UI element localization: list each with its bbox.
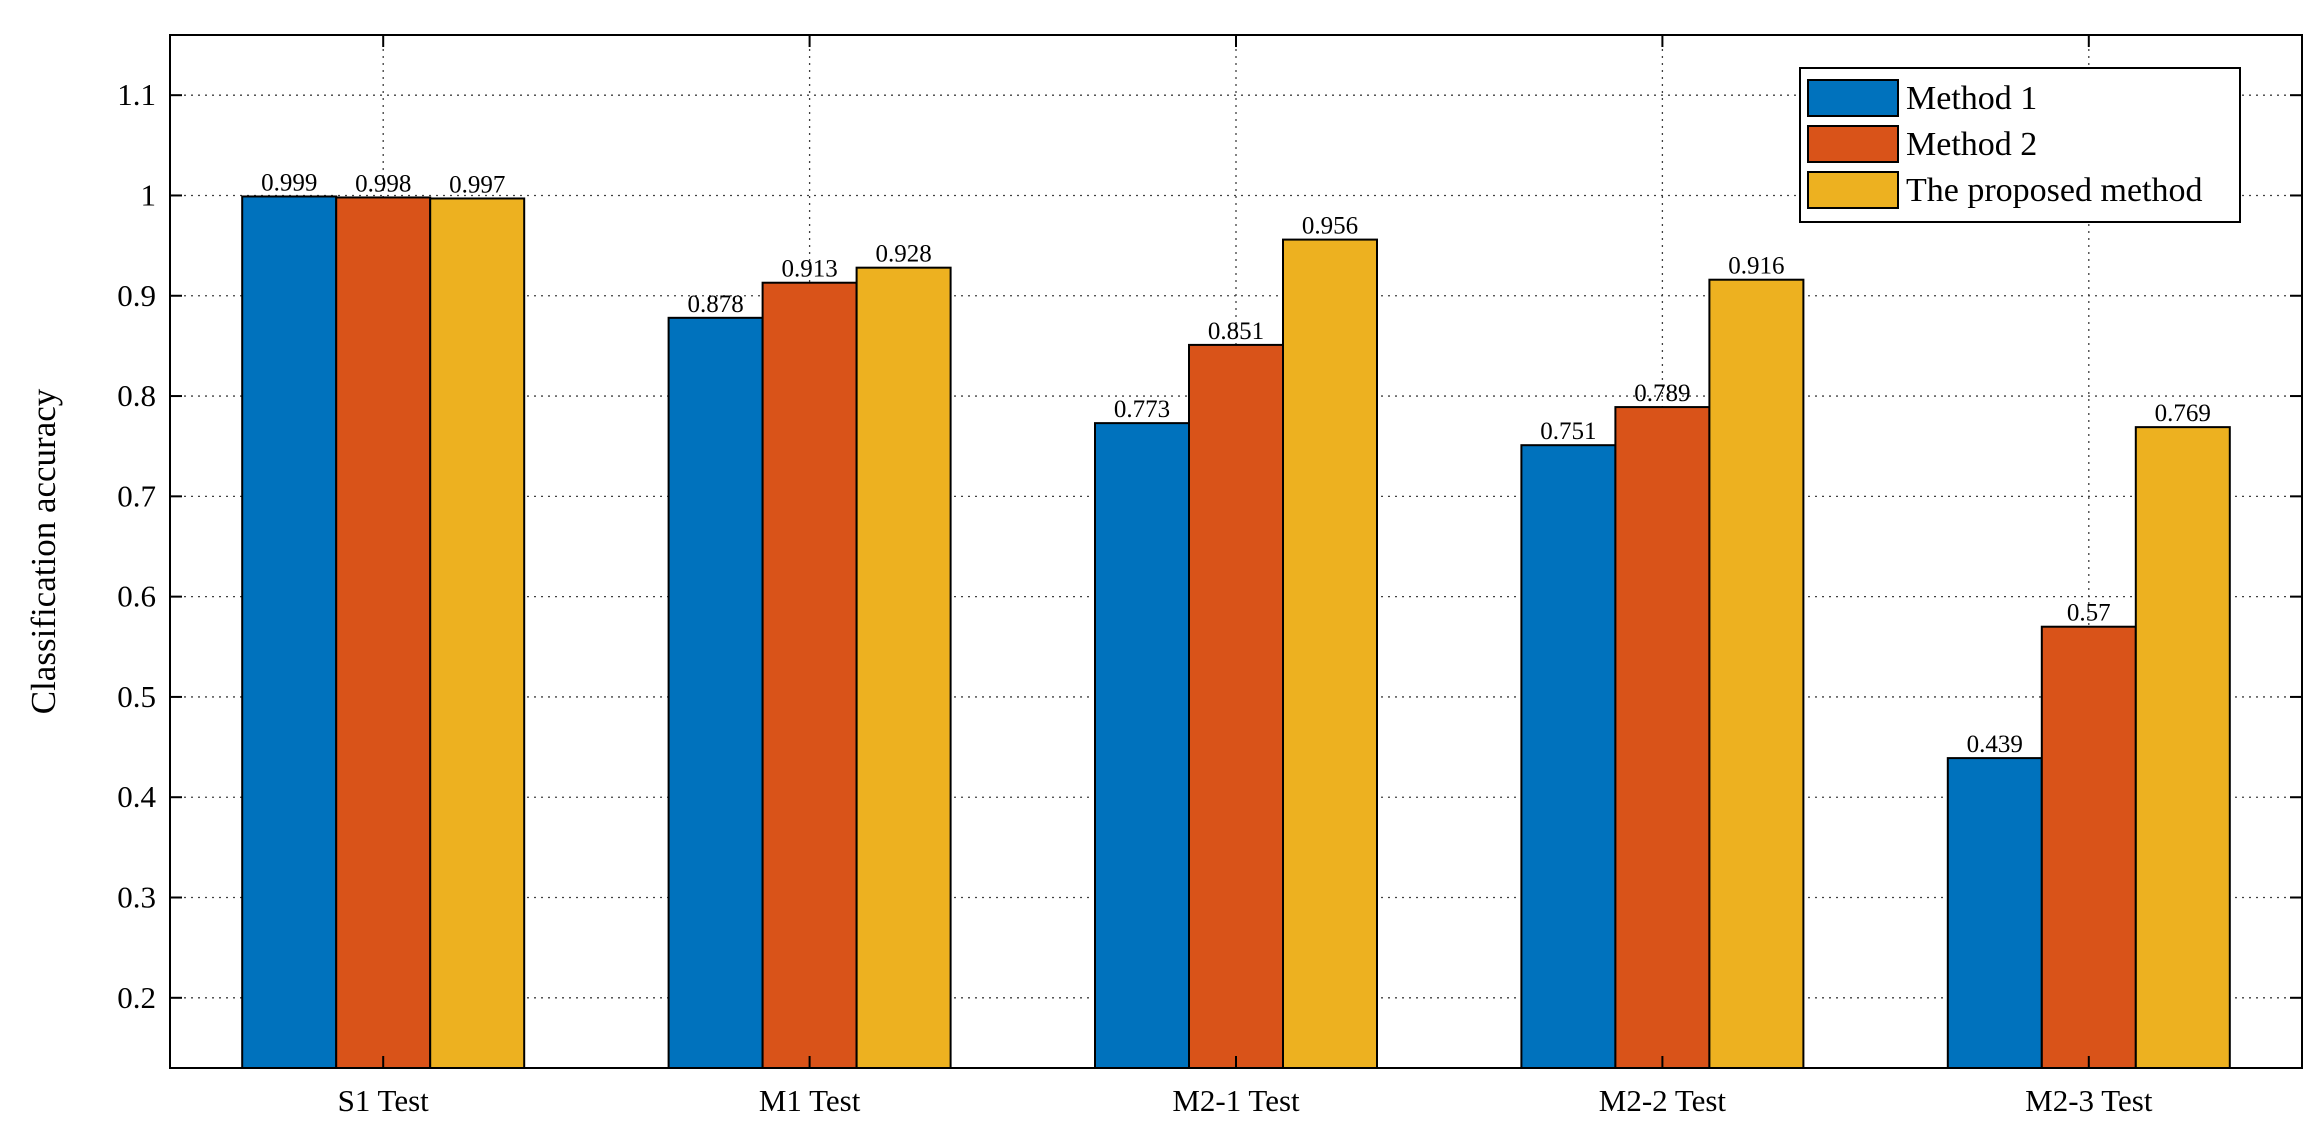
legend-entry: The proposed method [1906,172,2203,209]
bar-method-2-m2-1-test [1188,343,1284,1069]
bar-method-1-m2-1-test [1094,422,1190,1069]
y-tick-label: 0.3 [117,880,156,915]
x-tick-label: M2-3 Test [2025,1083,2153,1118]
bar-method-1-s1-test [241,195,338,1069]
data-label: 0.439 [1967,731,2023,758]
legend-swatch [1807,79,1899,117]
data-label: 0.999 [261,169,317,196]
x-tick-label: M2-1 Test [1172,1083,1300,1118]
data-labels: 0.999 0.878 0.773 0.751 0.439 0.998 0.913 0.851… [261,169,2211,758]
y-tick-label: 1 [141,177,157,212]
bar-method-2-m2-2-test [1614,406,1711,1070]
y-tick-label: 0.6 [117,579,156,614]
bar-the-proposed-method-m2-3-test [2134,426,2231,1069]
bar-the-proposed-method-s1-test [429,197,526,1070]
data-label: 0.751 [1540,418,1596,445]
y-tick-label: 0.8 [117,378,156,413]
bars [241,195,2231,1070]
data-label: 0.878 [687,291,743,318]
data-label: 0.916 [1728,253,1784,280]
y-tick-label: 0.7 [117,478,156,513]
bar-method-1-m2-3-test [1946,757,2043,1069]
legend: Method 1 Method 2 The proposed method [1799,67,2241,223]
bar-method-1-m2-2-test [1520,444,1617,1069]
x-tick-label: M2-2 Test [1599,1083,1727,1118]
y-axis-ticks: 0.2 0.3 0.4 0.5 0.6 0.7 0.8 0.9 1 1.1 [117,77,2302,1015]
y-tick-label: 0.4 [117,779,156,814]
bar-method-2-m1-test [761,281,858,1069]
x-tick-label: M1 Test [759,1083,861,1118]
legend-swatch [1807,125,1899,163]
y-axis-label: Classification accuracy [24,388,63,714]
x-tick-label: S1 Test [338,1083,430,1118]
data-label: 0.956 [1302,213,1358,240]
data-label: 0.928 [875,241,931,268]
bar-method-2-s1-test [335,196,432,1069]
data-label: 0.851 [1208,318,1264,345]
data-label: 0.773 [1114,396,1170,423]
data-label: 0.789 [1634,380,1690,407]
legend-entry: Method 1 [1906,80,2037,117]
x-axis-ticks: S1 Test M1 Test M2-1 Test M2-2 Test M2-3 Tes… [338,35,2153,1118]
bar-the-proposed-method-m2-2-test [1708,278,1805,1069]
bar-method-1-m1-test [667,316,764,1069]
data-label: 0.913 [781,256,837,283]
y-tick-label: 0.9 [117,278,156,313]
bar-method-2-m2-3-test [2040,625,2137,1069]
bar-the-proposed-method-m1-test [855,266,952,1069]
bar-the-proposed-method-m2-1-test [1282,238,1378,1069]
y-tick-label: 0.2 [117,980,156,1015]
data-label: 0.57 [2067,600,2111,627]
y-tick-label: 0.5 [117,679,156,714]
data-label: 0.998 [355,170,411,197]
data-label: 0.997 [449,171,505,198]
legend-swatch [1807,171,1899,209]
y-tick-label: 1.1 [117,77,156,112]
legend-entry: Method 2 [1906,126,2037,163]
data-label: 0.769 [2155,400,2211,427]
